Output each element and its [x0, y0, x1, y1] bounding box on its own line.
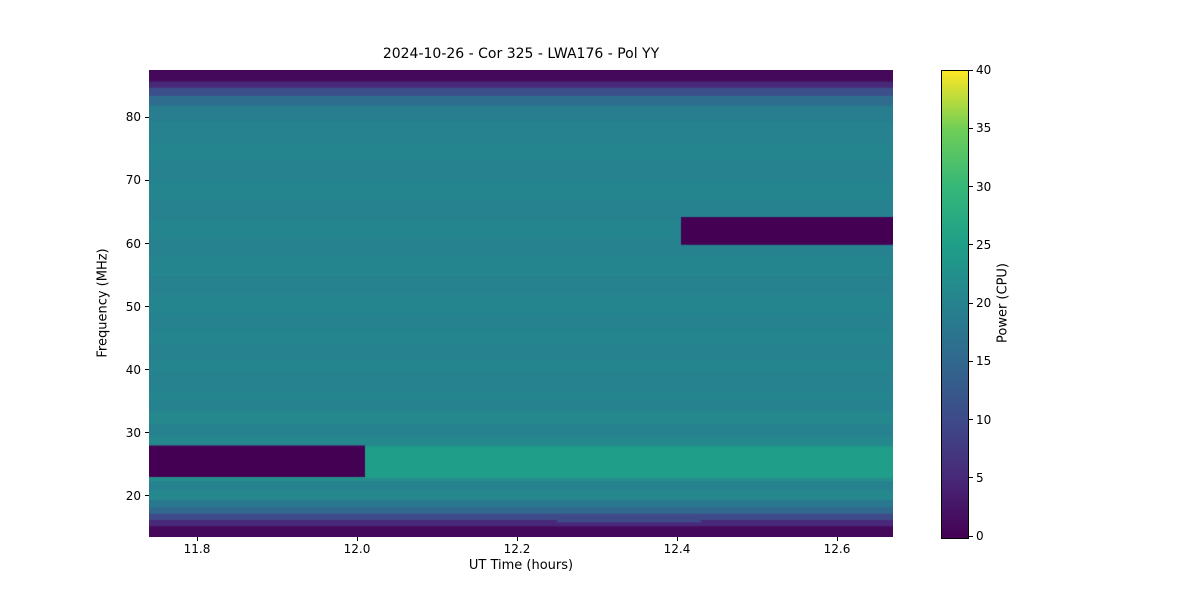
colorbar-tick-label: 35 — [976, 121, 992, 136]
colorbar-tick-mark — [969, 535, 973, 537]
colorbar-tick-mark — [969, 477, 973, 479]
colorbar-tick-label: 20 — [976, 296, 992, 310]
colorbar-tick-mark — [969, 127, 973, 129]
y-tick-mark — [145, 116, 149, 118]
y-tick-label: 50 — [125, 299, 141, 314]
colorbar-tick-label: 10 — [976, 412, 992, 427]
colorbar-tick-mark — [969, 244, 973, 246]
x-tick-label: 12.4 — [663, 542, 691, 556]
colorbar-tick-label: 25 — [976, 237, 992, 252]
x-tick-label: 12.6 — [823, 542, 851, 556]
x-tick-label: 11.8 — [183, 542, 211, 556]
y-tick-label: 40 — [125, 362, 141, 377]
y-tick-mark — [145, 369, 149, 371]
y-tick-label: 30 — [125, 425, 141, 440]
chart-title: 2024-10-26 - Cor 325 - LWA176 - Pol YY — [382, 46, 660, 62]
x-tick-mark — [676, 537, 678, 541]
y-tick-mark — [145, 495, 149, 497]
y-tick-mark — [145, 243, 149, 245]
colorbar-tick-label: 15 — [976, 354, 992, 369]
colorbar-tick-label: 5 — [976, 470, 984, 485]
x-tick-mark — [836, 537, 838, 541]
colorbar-tick-mark — [969, 419, 973, 420]
y-tick-label: 20 — [125, 488, 141, 503]
x-tick-mark — [516, 537, 518, 541]
colorbar-tick-label: 0 — [976, 529, 984, 543]
y-tick-label: 60 — [125, 236, 141, 251]
y-tick-label: 80 — [125, 110, 141, 125]
colorbar-tick-label: 40 — [976, 63, 992, 77]
y-tick-label: 70 — [125, 173, 141, 188]
colorbar-tick-label: 30 — [976, 179, 992, 194]
colorbar-label: Power (CPU) — [995, 262, 1011, 344]
colorbar-tick-mark — [969, 69, 973, 71]
x-tick-label: 12.2 — [503, 542, 531, 556]
x-tick-mark — [196, 537, 198, 541]
y-tick-mark — [145, 179, 149, 181]
colorbar-tick-mark — [969, 360, 973, 362]
colorbar-tick-mark — [969, 302, 973, 304]
colorbar-canvas — [941, 70, 969, 539]
heatmap-canvas — [149, 70, 893, 537]
x-tick-label: 12.0 — [343, 542, 371, 556]
y-tick-mark — [145, 432, 149, 434]
x-tick-mark — [356, 537, 358, 541]
y-tick-mark — [145, 306, 149, 308]
x-axis-label: UT Time (hours) — [468, 558, 574, 573]
colorbar-tick-mark — [969, 186, 973, 187]
